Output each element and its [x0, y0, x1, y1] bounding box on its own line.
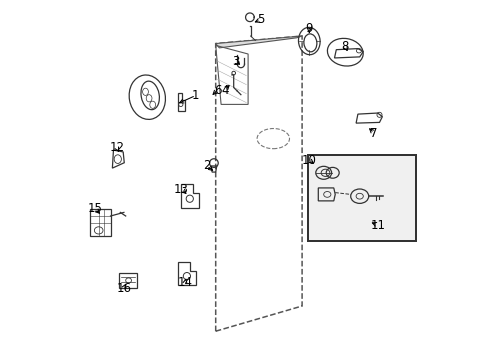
Polygon shape	[215, 36, 302, 48]
Text: 5: 5	[257, 13, 264, 26]
Bar	[89, 209, 110, 236]
Text: 10: 10	[301, 154, 316, 167]
Bar	[118, 273, 136, 288]
Bar	[307, 155, 415, 241]
Text: 2: 2	[203, 159, 210, 172]
Bar	[307, 155, 415, 241]
Text: 4: 4	[221, 84, 228, 96]
Text: 13: 13	[174, 183, 188, 195]
Text: 11: 11	[369, 219, 385, 231]
Text: 3: 3	[231, 55, 239, 68]
Text: 1: 1	[192, 89, 199, 102]
Text: 6: 6	[213, 84, 221, 96]
Text: 14: 14	[177, 276, 192, 289]
Text: 9: 9	[305, 22, 312, 35]
Text: 7: 7	[369, 127, 377, 140]
Text: 8: 8	[341, 40, 348, 53]
Text: 15: 15	[87, 202, 102, 215]
Text: 16: 16	[116, 282, 131, 294]
Text: 12: 12	[109, 141, 124, 154]
